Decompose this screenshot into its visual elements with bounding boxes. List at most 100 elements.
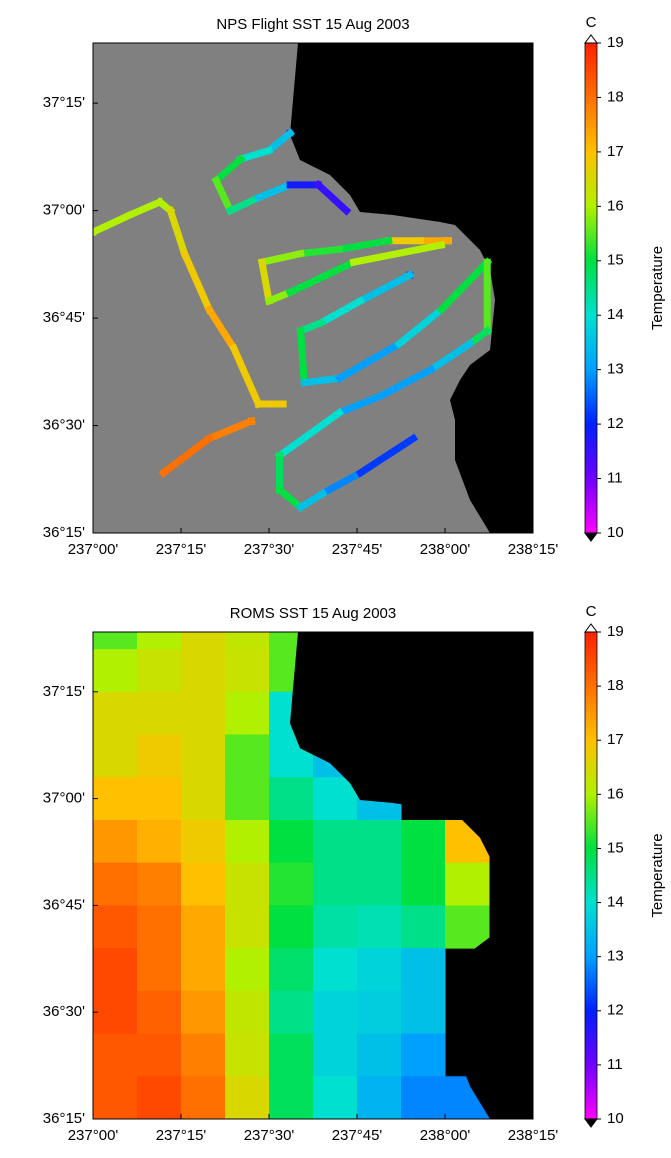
grid-cell: [269, 1033, 314, 1077]
grid-cell: [401, 862, 446, 906]
grid-cell: [181, 734, 226, 778]
grid-cell: [225, 1076, 270, 1119]
grid-cell: [313, 862, 358, 906]
y-tick-label: 36°45': [43, 896, 85, 913]
track-segment: [285, 257, 359, 297]
colorbar: [584, 631, 598, 1120]
colorbar-arrow-top: [584, 34, 598, 44]
grid-cell: [181, 777, 226, 821]
colorbar: [584, 42, 598, 534]
grid-cell: [401, 1076, 446, 1119]
track-segment: [264, 287, 295, 306]
track-segment: [324, 468, 366, 495]
grid-cell: [313, 948, 358, 992]
colorbar-tick-label: 19: [607, 34, 624, 51]
grid-cell: [181, 948, 226, 992]
grid-cell: [269, 948, 314, 992]
grid-cell: [357, 1076, 402, 1119]
colorbar-tick-label: 15: [607, 252, 624, 269]
grid-cell: [225, 734, 270, 778]
grid-cell: [401, 948, 446, 992]
colorbar-tick-label: 12: [607, 1002, 624, 1019]
track-segment: [125, 197, 165, 220]
track-segment: [355, 433, 419, 478]
grid-cell: [401, 905, 446, 949]
grid-cell: [269, 862, 314, 906]
colorbar-arrow-bottom: [584, 532, 598, 542]
land: [290, 43, 533, 533]
grid-cell: [93, 777, 138, 821]
grid-cell: [357, 1033, 402, 1077]
track-segment: [334, 339, 405, 384]
track-segment: [229, 343, 264, 409]
grid-cell: [93, 862, 138, 906]
track-segment: [236, 146, 274, 164]
grid-cell: [137, 734, 182, 778]
colorbar-unit: C: [586, 603, 597, 620]
track-segment: [313, 179, 352, 216]
colorbar-tick-label: 10: [607, 524, 624, 541]
colorbar-tick-label: 18: [607, 88, 624, 105]
colorbar-tick-label: 17: [607, 143, 624, 160]
y-tick-label: 37°00': [43, 202, 85, 219]
grid-cell: [137, 905, 182, 949]
colorbar-tick-label: 15: [607, 839, 624, 856]
grid-cell: [357, 819, 402, 864]
grid-cell: [137, 819, 182, 864]
colorbar-tick-label: 12: [607, 415, 624, 432]
grid-cell: [357, 862, 402, 906]
x-tick-label: 237°30': [244, 1127, 295, 1144]
x-tick-label: 237°45': [332, 1127, 383, 1144]
x-tick-label: 238°15': [508, 541, 559, 558]
track-segment: [317, 296, 366, 328]
track-segment: [300, 374, 344, 387]
y-tick-label: 36°15': [43, 524, 85, 541]
x-tick-label: 237°15': [156, 1127, 207, 1144]
grid-cell: [225, 1033, 270, 1077]
grid-cell: [357, 905, 402, 949]
chart-title: ROMS SST 15 Aug 2003: [230, 605, 397, 622]
grid-cell: [401, 990, 446, 1035]
grid-cell: [401, 1033, 446, 1077]
grid-cell: [137, 777, 182, 821]
x-tick-label: 237°45': [332, 541, 383, 558]
grid-cell: [137, 862, 182, 906]
grid-cell: [93, 691, 138, 736]
grid-cell: [313, 777, 358, 821]
grid-cell: [181, 691, 226, 736]
grid-cell: [93, 734, 138, 778]
grid-cell: [225, 649, 270, 693]
grid-cell: [357, 990, 402, 1035]
grid-cell: [93, 649, 138, 693]
track-segment: [93, 210, 135, 236]
grid-cell: [181, 862, 226, 906]
grid-cell: [93, 819, 138, 864]
track-segment: [204, 416, 256, 443]
grid-cell: [225, 777, 270, 821]
y-tick-label: 36°30': [43, 1003, 85, 1020]
grid-cell: [181, 1033, 226, 1077]
track-segment: [349, 240, 446, 267]
grid-cell: [225, 819, 270, 864]
grid-cell: [357, 948, 402, 992]
grid-cell: [137, 948, 182, 992]
track-segment: [464, 326, 493, 349]
grid-cell: [137, 990, 182, 1035]
x-tick-label: 237°00': [68, 1127, 119, 1144]
grid-cell: [269, 905, 314, 949]
grid-cell: [93, 1033, 138, 1077]
track-segment: [166, 206, 189, 259]
track-segment: [334, 390, 387, 418]
colorbar-label: Temperature: [649, 246, 666, 330]
track-segment: [295, 485, 334, 513]
track-segment: [274, 485, 306, 513]
track-segment: [204, 304, 239, 354]
track-segment: [296, 317, 327, 336]
grid-cell: [181, 905, 226, 949]
colorbar-tick-label: 14: [607, 306, 624, 323]
colorbar-tick-label: 16: [607, 197, 624, 214]
x-tick-label: 238°15': [508, 1127, 559, 1144]
colorbar-tick-label: 17: [607, 731, 624, 748]
track-segment: [335, 236, 393, 254]
grid-cell: [225, 990, 270, 1035]
